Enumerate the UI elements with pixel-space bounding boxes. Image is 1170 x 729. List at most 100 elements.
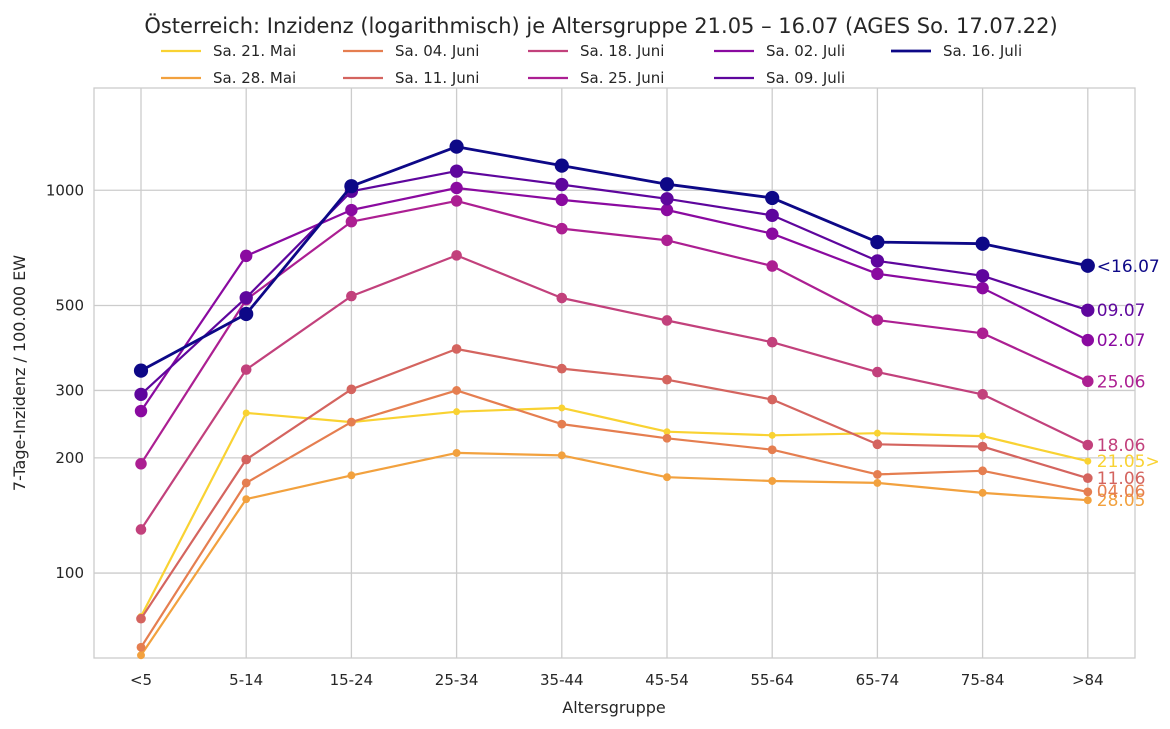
data-point: [555, 177, 569, 192]
data-point: [449, 164, 464, 178]
x-tick-label: 55-64: [750, 671, 794, 689]
data-point: [663, 473, 671, 482]
x-tick-label: 45-54: [645, 671, 689, 689]
data-point: [135, 458, 147, 470]
series-line: [140, 347, 1089, 620]
data-point: [1082, 439, 1094, 451]
data-point: [871, 267, 884, 281]
y-axis-label: 7-Tage-Inzidenz / 100.000 EW: [10, 255, 29, 491]
legend-label: Sa. 04. Juni: [395, 42, 479, 60]
data-point: [660, 203, 674, 217]
data-point: [241, 454, 252, 465]
data-point: [767, 445, 777, 455]
legend-label: Sa. 25. Juni: [580, 69, 664, 87]
data-point: [555, 193, 568, 207]
end-label: <16.07: [1097, 257, 1160, 277]
legend-label: Sa. 21. Mai: [213, 42, 296, 60]
data-point: [134, 387, 148, 402]
legend-item: Sa. 16. Juli: [891, 42, 1022, 60]
data-point: [133, 363, 149, 378]
legend-label: Sa. 16. Juli: [943, 42, 1022, 60]
data-point: [662, 433, 672, 443]
end-label: 25.06: [1097, 372, 1146, 392]
data-point: [872, 366, 883, 378]
y-tick-labels: 100 200 300 500 1000: [46, 181, 84, 582]
data-point: [242, 495, 251, 504]
y-tick-label: 100: [55, 564, 84, 582]
data-point: [557, 419, 567, 429]
data-point: [873, 470, 882, 479]
series-9: [133, 139, 1095, 378]
data-point: [660, 192, 674, 206]
data-point: [975, 269, 990, 283]
data-point: [240, 364, 252, 375]
series-line: [140, 145, 1089, 372]
chart-title: Österreich: Inzidenz (logarithmisch) je …: [144, 13, 1057, 38]
legend-label: Sa. 28. Mai: [213, 69, 296, 87]
x-tick-label: 65-74: [856, 671, 900, 689]
series-layer: [133, 139, 1095, 660]
legend-item: Sa. 25. Juni: [528, 69, 664, 87]
x-axis-label: Altersgruppe: [562, 698, 665, 717]
data-point: [558, 404, 566, 412]
legend-label: Sa. 11. Juni: [395, 69, 479, 87]
data-point: [662, 374, 672, 385]
data-point: [451, 344, 462, 354]
x-tick-label: 5-14: [229, 671, 263, 689]
series-2: [137, 448, 1092, 660]
data-point: [346, 384, 357, 395]
x-tick-label: 15-24: [330, 671, 374, 689]
legend-item: Sa. 18. Juni: [528, 42, 664, 60]
series-line: [140, 451, 1088, 656]
data-point: [979, 432, 987, 440]
legend-item: Sa. 28. Mai: [161, 69, 296, 87]
data-point: [1082, 375, 1094, 388]
y-tick-label: 500: [55, 297, 84, 315]
legend-label: Sa. 09. Juli: [766, 69, 845, 87]
series-line: [140, 170, 1089, 396]
data-point: [978, 488, 987, 497]
data-point: [1083, 496, 1092, 505]
legend-label: Sa. 02. Juli: [766, 42, 845, 60]
y-tick-label: 300: [55, 381, 84, 399]
data-point: [452, 448, 461, 457]
data-point: [134, 404, 148, 418]
series-line: [140, 186, 1089, 412]
data-point: [767, 394, 778, 405]
data-point: [978, 466, 987, 476]
data-point: [347, 417, 356, 427]
data-point: [136, 613, 146, 624]
data-point: [1082, 473, 1093, 484]
series-7: [134, 181, 1095, 418]
data-point: [765, 190, 780, 206]
series-4: [136, 344, 1093, 624]
x-tick-labels: <5 5-14 15-24 25-34 35-44 45-54 55-64 65-74 75-8…: [130, 671, 1104, 689]
x-tick-label: 75-84: [961, 671, 1005, 689]
data-point: [870, 235, 885, 250]
data-point: [451, 250, 462, 261]
data-point: [453, 408, 461, 416]
y-tick-label: 200: [55, 449, 84, 467]
data-point: [661, 234, 673, 247]
legend-item: Sa. 02. Juli: [714, 42, 845, 60]
legend-item: Sa. 11. Juni: [343, 69, 479, 87]
legend: Sa. 21. Mai Sa. 28. Mai Sa. 04. Juni Sa. 11…: [161, 42, 1022, 87]
data-point: [344, 179, 359, 194]
data-point: [766, 260, 778, 272]
data-point: [873, 429, 881, 437]
data-point: [766, 336, 778, 348]
data-point: [241, 478, 251, 488]
legend-label: Sa. 18. Juni: [580, 42, 664, 60]
series-line: [140, 254, 1089, 531]
data-point: [450, 195, 463, 207]
data-point: [663, 428, 671, 436]
end-label: 04.06: [1097, 482, 1146, 502]
x-tick-label: >84: [1072, 671, 1104, 689]
data-point: [136, 642, 146, 652]
plot-frame: [93, 87, 1136, 659]
data-point: [137, 651, 145, 660]
legend-item: Sa. 04. Juni: [343, 42, 479, 60]
data-point: [556, 222, 568, 235]
